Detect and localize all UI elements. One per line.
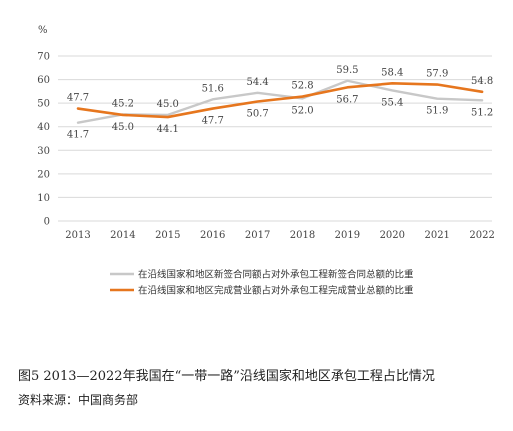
x-tick-label: 2014 (110, 230, 135, 241)
chart-data-labels: 41.7 47.7 45.2 45.0 45.0 44.1 51.6 47.7 54.4 50.7… (67, 65, 493, 141)
y-unit-label: % (38, 25, 48, 36)
y-tick-label: 20 (37, 169, 50, 180)
data-label: 47.7 (67, 93, 89, 104)
chart-gridlines (58, 55, 492, 222)
data-label: 54.4 (246, 77, 268, 88)
data-label: 45.2 (112, 98, 134, 109)
x-tick-label: 2016 (200, 230, 225, 241)
data-label: 58.4 (381, 67, 403, 78)
x-tick-label: 2020 (380, 230, 405, 241)
x-tick-label: 2017 (245, 230, 270, 241)
data-label: 50.7 (246, 108, 268, 119)
data-label: 55.4 (381, 97, 403, 108)
y-axis-ticks: 0 10 20 30 40 50 60 70 (37, 52, 50, 228)
legend-label: 在沿线国家和地区完成营业额占对外承包工程完成营业总额的比重 (138, 285, 414, 297)
source-note: 资料来源：中国商务部 (18, 393, 139, 407)
data-label: 41.7 (67, 130, 89, 141)
y-tick-label: 70 (37, 52, 50, 63)
figure-caption: 图5 2013—2022年我国在“一带一路”沿线国家和地区承包工程占比情况 (18, 369, 435, 384)
series-line (76, 82, 484, 119)
data-label: 45.0 (112, 122, 134, 133)
chart-legend: 在沿线国家和地区新签合同额占对外承包工程新签合同总额的比重在沿线国家和地区完成营… (110, 269, 414, 297)
data-label: 57.9 (426, 69, 448, 80)
chart-series-lines (76, 79, 484, 124)
data-label: 47.7 (202, 116, 224, 127)
data-label: 51.9 (426, 106, 448, 117)
data-label: 52.0 (291, 105, 313, 116)
x-tick-label: 2019 (335, 230, 360, 241)
x-tick-label: 2018 (290, 230, 315, 241)
y-tick-label: 40 (37, 122, 50, 133)
x-tick-label: 2015 (155, 230, 180, 241)
data-label: 51.6 (202, 83, 224, 94)
data-label: 44.1 (157, 124, 179, 135)
data-label: 51.2 (471, 107, 493, 118)
data-label: 45.0 (157, 99, 179, 110)
legend-label: 在沿线国家和地区新签合同额占对外承包工程新签合同总额的比重 (138, 269, 414, 281)
x-tick-label: 2022 (469, 230, 494, 241)
data-label: 54.8 (471, 76, 493, 87)
data-label: 59.5 (336, 65, 358, 76)
x-axis-ticks: 2013 2014 2015 2016 2017 2018 2019 2020 2021 2022 (65, 230, 495, 241)
y-tick-label: 10 (37, 193, 50, 204)
data-label: 52.8 (291, 81, 313, 92)
x-tick-label: 2021 (424, 230, 449, 241)
y-tick-label: 30 (37, 146, 50, 157)
data-label: 56.7 (336, 94, 358, 105)
y-tick-label: 50 (37, 99, 50, 110)
y-tick-label: 60 (37, 75, 50, 86)
y-tick-label: 0 (44, 217, 50, 228)
x-tick-label: 2013 (65, 230, 90, 241)
line-chart: 0 10 20 30 40 50 60 70 2013 2014 2015 2016 2017 2018… (37, 25, 495, 297)
